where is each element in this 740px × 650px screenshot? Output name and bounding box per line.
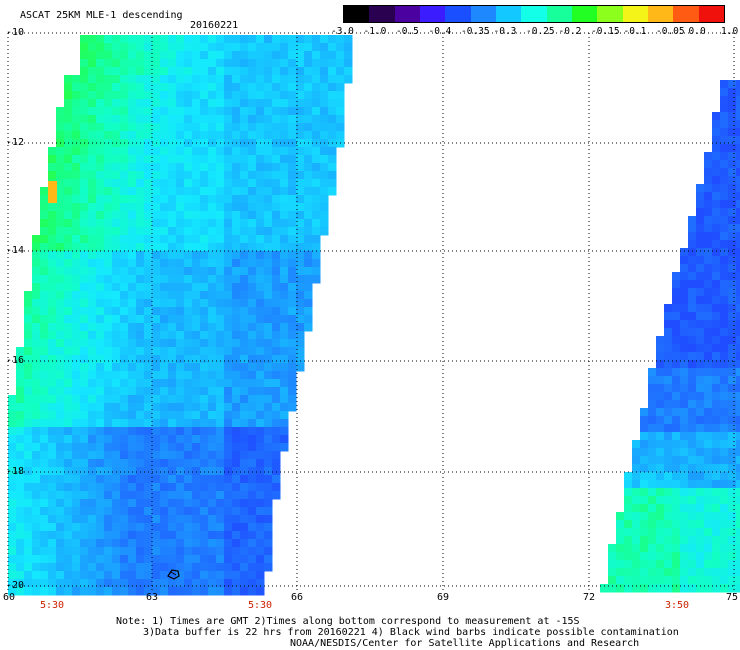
lon-label-75: 75 [726,592,739,603]
colorbar-segment [521,6,547,22]
lon-label-63: 63 [146,592,159,603]
product-title: ASCAT 25KM MLE-1 descending [20,10,183,21]
colorbar-segment [673,6,699,22]
product-date: 20160221 [190,20,239,31]
colorbar-segment [698,6,724,22]
lat-label-12: -12 [6,137,25,148]
colorbar-tick-label: -0.5 [396,26,419,37]
colorbar-segment [369,6,395,22]
time-label-left: 5:30 [40,600,65,611]
colorbar-labels: -3.0 -1.0 -0.5 -0.4 -0.35 -0.3 -0.25 -0.2 -0.15-… [0,0,740,40]
colorbar-tick-label: -0.2 [558,26,582,37]
colorbar-segment [445,6,471,22]
colorbar-segment [419,6,446,22]
colorbar-segment [622,6,648,22]
lat-label-18: -18 [6,466,25,477]
colorbar-tick-label: 1.0 [721,26,739,37]
lon-label-72: 72 [583,592,596,603]
note-line-2: 3)Data buffer is 22 hrs from 20160221 4)… [143,627,679,638]
note-line-1: Note: 1) Times are GMT 2)Times along bot… [116,616,580,627]
colorbar-tick-label: -0.05 [656,26,685,37]
lon-label-66: 66 [291,592,304,603]
colorbar-tick-label: 0.0 [688,26,706,37]
colorbar-segment [571,6,598,22]
colorbar-segment [470,6,496,22]
colorbar-tick-label: -0.15 [591,26,620,37]
colorbar-segment [344,6,370,22]
colorbar-segment [394,6,420,22]
colorbar-segment [597,6,623,22]
note-line-3: NOAA/NESDIS/Center for Satellite Applica… [290,638,640,649]
colorbar-tick-label: -0.4 [428,26,452,37]
colorbar-segment [647,6,674,22]
contamination-wind-barb [167,569,180,580]
colorbar-tick-label: -0.1 [623,26,647,37]
colorbar-segment [495,6,522,22]
lat-label-20: -20 [6,580,25,591]
colorbar-tick-label: -0.25 [526,26,555,37]
lon-label-60: 60 [3,592,16,603]
colorbar [343,5,725,23]
wind-swaths [8,35,740,596]
time-label-right: 3:50 [665,600,690,611]
colorbar-tick-label: -1.0 [363,26,387,37]
lat-lon-grid [7,32,735,590]
colorbar-tick-label: -0.3 [493,26,517,37]
lon-label-69: 69 [437,592,450,603]
colorbar-tick-label: -3.0 [331,26,354,37]
colorbar-segment [546,6,572,22]
colorbar-tick-label: -0.35 [461,26,490,37]
lat-label-10: -10 [6,27,25,38]
lat-label-16: -16 [6,355,25,366]
lat-label-14: -14 [6,245,25,256]
time-label-middle: 5:30 [248,600,273,611]
